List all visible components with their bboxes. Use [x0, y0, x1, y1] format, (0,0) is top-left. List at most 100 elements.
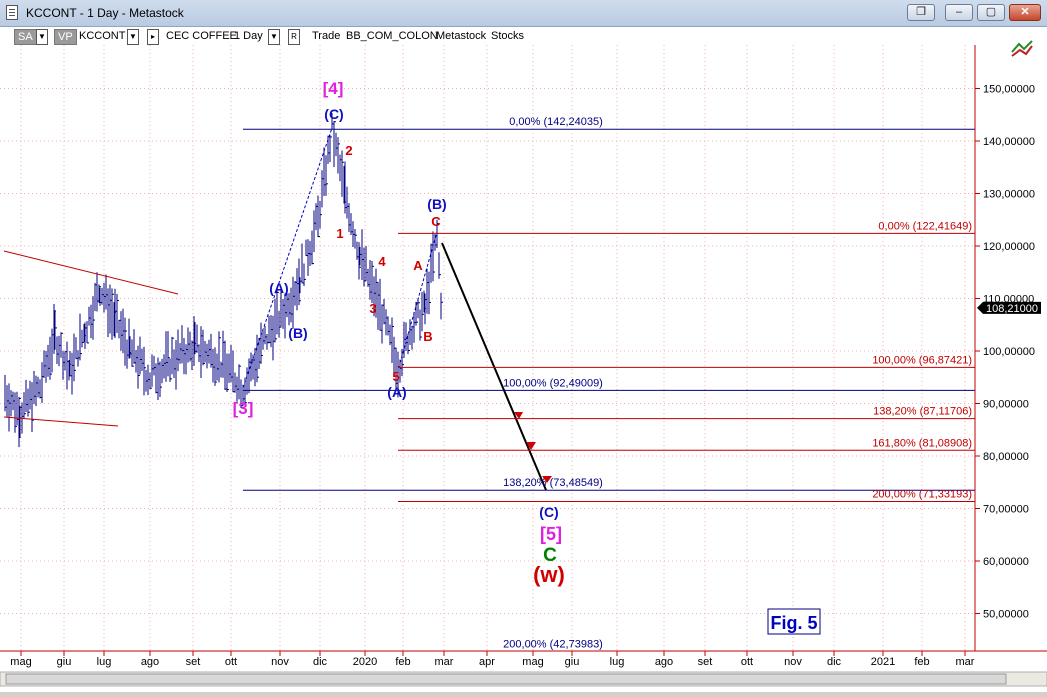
wave-label: (C) [324, 106, 343, 122]
fib-level-label: 100,00% (92,49009) [503, 377, 603, 389]
projection-marker-1 [514, 412, 523, 419]
price-bar [256, 334, 259, 383]
price-bar [358, 242, 361, 280]
price-tick-label: 70,00000 [983, 504, 1029, 516]
time-tick-label: ago [655, 656, 673, 668]
price-bar [137, 345, 140, 389]
minimize-button[interactable]: – [945, 4, 973, 21]
price-bar [333, 120, 336, 168]
time-tick-label: nov [271, 656, 289, 668]
projection-arrow [441, 242, 547, 491]
price-tick-label: 50,00000 [983, 609, 1029, 621]
time-tick-label: nov [784, 656, 802, 668]
price-bar [159, 361, 162, 398]
chart-toolbar: SA ▼ VP KCCONT ▼ ▸ CEC COFFEE 1 Day ▼ R … [0, 27, 1047, 45]
price-bar [419, 309, 422, 341]
last-price-badge: 108,21000 [977, 301, 1041, 315]
trade-icon[interactable] [1011, 40, 1033, 57]
source-label: Metastock [436, 30, 487, 42]
price-bar [169, 358, 172, 382]
price-bar [407, 333, 410, 355]
document-icon [6, 5, 18, 20]
close-button[interactable]: ✕ [1009, 4, 1041, 21]
security-dropdown-icon[interactable]: ▸ [147, 29, 159, 45]
price-bar [432, 231, 435, 282]
projection-marker-2 [526, 442, 536, 450]
refresh-dropdown-icon[interactable]: R [288, 29, 300, 45]
time-tick-label: mar [956, 656, 975, 668]
wave-connector-b [399, 231, 438, 364]
price-bar [171, 336, 174, 375]
price-tick-label: 140,00000 [983, 136, 1035, 148]
scrollbar-thumb[interactable] [5, 673, 1007, 685]
price-bar [428, 271, 431, 315]
chart-area[interactable]: 0,00% (142,24035) 0,00% (122,41649) 100,00… [0, 26, 1047, 692]
tags-label: BB_COM_COLON [346, 30, 438, 42]
vp-button[interactable]: VP [54, 29, 77, 45]
price-chart[interactable]: 0,00% (142,24035) 0,00% (122,41649) 100,00… [0, 26, 1047, 692]
price-bar [60, 332, 63, 358]
wave-label: (A) [387, 384, 406, 400]
symbol-dropdown-icon[interactable]: ▼ [127, 29, 139, 45]
last-price-label: 108,21000 [986, 303, 1038, 315]
price-bar [27, 388, 30, 417]
price-bar [298, 258, 301, 306]
wave-label: 5 [392, 369, 399, 384]
wave-label: B [423, 329, 432, 344]
sa-dropdown-icon[interactable]: ▼ [36, 29, 48, 45]
price-bar [401, 348, 404, 377]
price-bar [226, 353, 229, 393]
wave-label: (A) [269, 280, 288, 296]
time-tick-label: ott [225, 656, 237, 668]
price-bar [317, 195, 320, 238]
time-tick-label: feb [914, 656, 929, 668]
wave-label: [4] [323, 79, 344, 98]
price-bar [98, 284, 101, 304]
wave-label: C [431, 214, 441, 229]
price-bar [86, 321, 89, 344]
price-bar [436, 219, 439, 248]
period-label: 1 Day [234, 30, 263, 42]
price-tick-label: 120,00000 [983, 241, 1035, 253]
wave-label: A [413, 258, 423, 273]
price-tick-label: 130,00000 [983, 189, 1035, 201]
price-bar [81, 329, 84, 348]
time-tick-label: mar [435, 656, 454, 668]
sa-button[interactable]: SA [14, 29, 37, 45]
time-tick-label: 2020 [353, 656, 377, 668]
maximize-button[interactable]: ▢ [977, 4, 1005, 21]
price-bar [23, 392, 26, 419]
price-bar [354, 229, 357, 249]
trade-label: Trade [312, 30, 341, 42]
price-bar [311, 230, 314, 265]
time-tick-label: lug [97, 656, 112, 668]
price-bar [417, 299, 420, 319]
period-dropdown-icon[interactable]: ▼ [268, 29, 280, 45]
price-bar [440, 292, 443, 320]
fib-level-label: 0,00% (122,41649) [878, 220, 972, 232]
time-tick-label: set [698, 656, 713, 668]
price-bar [319, 200, 322, 229]
wave-label: (B) [427, 196, 446, 212]
price-bar [131, 339, 134, 367]
price-bar [79, 313, 82, 361]
projection-marker-3 [542, 476, 552, 483]
price-bar [49, 336, 52, 380]
restore-group-button[interactable]: ❐ [907, 4, 935, 21]
price-bar [260, 322, 263, 364]
figure-label-box [767, 608, 821, 635]
symbol-label: KCCONT [79, 30, 126, 42]
wave-label: 2 [345, 143, 352, 158]
time-tick-label: ott [741, 656, 753, 668]
fib-level-label: 100,00% (96,87421) [872, 354, 972, 366]
price-bar [116, 293, 119, 333]
support-trendline [3, 416, 119, 427]
price-bar [329, 134, 332, 163]
time-tick-label: mag [522, 656, 543, 668]
price-bar [341, 150, 344, 197]
price-bar [276, 289, 279, 335]
time-tick-label: feb [395, 656, 410, 668]
wave-label: C [543, 545, 557, 566]
price-bar [54, 310, 57, 350]
price-bar [415, 301, 418, 326]
